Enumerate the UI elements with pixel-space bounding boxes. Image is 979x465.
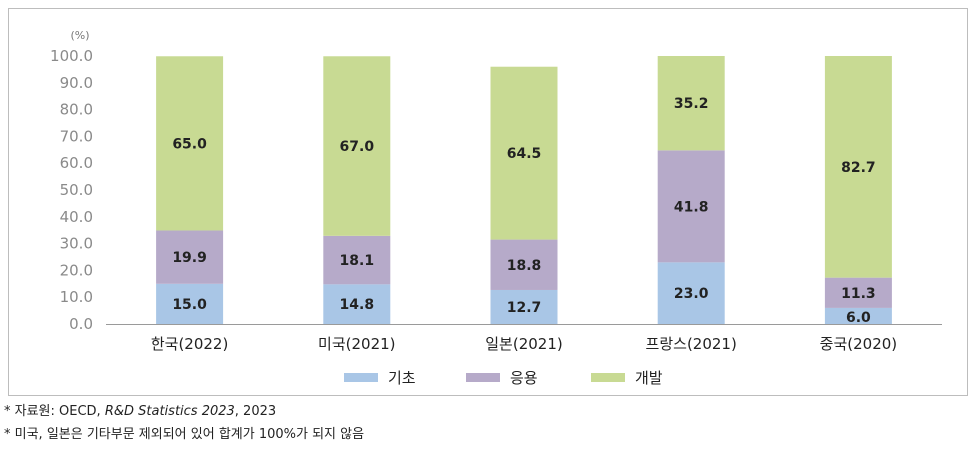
source-prefix: * 자료원: OECD, xyxy=(4,404,105,419)
bar-segment xyxy=(657,262,725,324)
data-label: 65.0 xyxy=(172,136,207,152)
data-label: 19.9 xyxy=(172,250,207,266)
bar-segment xyxy=(323,235,391,285)
legend-swatch xyxy=(344,373,378,382)
data-label: 18.8 xyxy=(507,258,542,274)
source-suffix: , 2023 xyxy=(234,404,277,419)
y-tick-label: 70.0 xyxy=(60,127,93,145)
bar-segment xyxy=(824,307,892,324)
data-label: 18.1 xyxy=(340,253,375,269)
x-tick-label: 한국(2022) xyxy=(151,335,228,353)
y-tick-label: 40.0 xyxy=(60,208,93,226)
x-tick-label: 프랑스(2021) xyxy=(646,335,737,353)
data-label: 23.0 xyxy=(674,286,709,302)
y-tick-label: 50.0 xyxy=(60,181,93,199)
data-label: 15.0 xyxy=(172,297,207,313)
data-label: 35.2 xyxy=(674,96,709,112)
source-title: R&D Statistics 2023 xyxy=(104,404,235,419)
legend-label: 개발 xyxy=(635,369,663,387)
y-tick-label: 20.0 xyxy=(60,261,93,279)
bar-segment xyxy=(490,289,558,324)
source-note: * 자료원: OECD, R&D Statistics 2023, 2023 xyxy=(4,400,276,419)
bar-segment xyxy=(490,239,558,290)
data-label: 12.7 xyxy=(507,300,542,316)
remark-note: * 미국, 일본은 기타부문 제외되어 있어 합계가 100%가 되지 않음 xyxy=(4,427,365,442)
data-label: 67.0 xyxy=(340,139,375,155)
bar-segment xyxy=(323,284,391,324)
y-tick-label: 30.0 xyxy=(60,235,93,253)
bar-segment xyxy=(824,277,892,308)
x-tick-label: 일본(2021) xyxy=(485,335,562,353)
data-label: 14.8 xyxy=(340,297,375,313)
stacked-bar-chart: (%) 0.0 10.0 20.0 30.0 40.0 50.0 60.0 70.0 80.0 90… xyxy=(50,29,942,387)
bar-segment xyxy=(657,150,725,263)
y-tick-label: 80.0 xyxy=(60,101,93,119)
chart-frame: (%) 0.0 10.0 20.0 30.0 40.0 50.0 60.0 70.0 80.0 90… xyxy=(8,8,968,396)
bar-segment xyxy=(156,56,224,231)
x-tick-label: 중국(2020) xyxy=(820,335,897,353)
bar-segment xyxy=(156,230,224,284)
y-tick-label: 60.0 xyxy=(60,154,93,172)
legend-label: 기초 xyxy=(388,369,416,387)
bar-segment xyxy=(657,56,725,151)
data-label: 41.8 xyxy=(674,199,709,215)
legend-swatch xyxy=(591,373,625,382)
bar-segment xyxy=(156,283,224,324)
y-tick-label: 10.0 xyxy=(60,288,93,306)
bar-segment xyxy=(323,56,391,236)
y-tick-label: 100.0 xyxy=(50,47,93,65)
x-tick-label: 미국(2021) xyxy=(318,335,395,353)
data-label: 82.7 xyxy=(841,160,876,176)
y-axis-unit-label: (%) xyxy=(70,29,89,42)
bar-segment xyxy=(824,56,892,278)
data-label: 11.3 xyxy=(841,286,876,302)
y-tick-label: 90.0 xyxy=(60,74,93,92)
bar-segment xyxy=(490,66,558,240)
data-label: 6.0 xyxy=(846,310,871,326)
legend-swatch xyxy=(466,373,500,382)
legend-label: 응용 xyxy=(510,369,538,387)
y-tick-label: 0.0 xyxy=(69,315,93,333)
data-label: 64.5 xyxy=(507,146,542,162)
